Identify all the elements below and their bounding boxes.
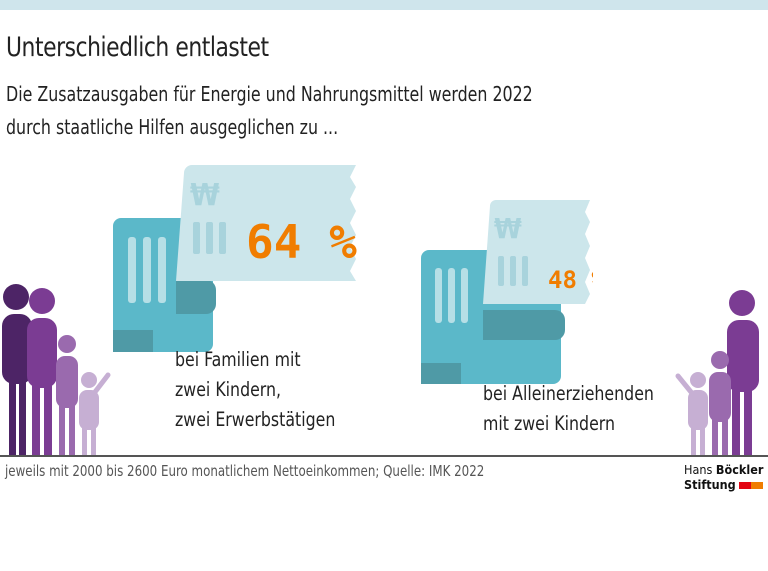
euro-banknote-icon: ₩ 64 %: [113, 165, 357, 352]
percent-value-families: 64 %: [246, 215, 357, 269]
subtitle-line-2: durch staatliche Hilfen ausgeglichen zu …: [6, 115, 339, 139]
source-note: jeweils mit 2000 bis 2600 Euro monatlich…: [5, 462, 485, 480]
family-figures-icon: [2, 284, 111, 455]
logo-text: Böckler: [715, 462, 764, 477]
baseline-divider: [0, 455, 768, 457]
euro-banknote-icon: ₩ 48 %: [421, 200, 593, 384]
caption-line: zwei Erwerbstätigen: [175, 408, 336, 431]
percent-value-single-parents: 48 %: [548, 266, 593, 294]
subtitle-line-1: Die Zusatzausgaben für Energie und Nahru…: [6, 82, 533, 106]
top-accent-bar: [0, 0, 768, 10]
logo-orange-square: [751, 482, 764, 489]
single-parent-figures-icon: [675, 290, 759, 456]
caption-single-parents: bei Alleinerziehenden mit zwei Kindern: [483, 379, 654, 439]
page-title: Unterschiedlich entlastet: [6, 32, 269, 63]
logo-red-square: [739, 482, 752, 489]
caption-line: bei Familien mit: [175, 348, 301, 371]
caption-line: zwei Kindern,: [175, 378, 282, 401]
caption-line: mit zwei Kindern: [483, 412, 615, 435]
svg-text:₩: ₩: [494, 212, 522, 245]
logo-text: Hans: [684, 462, 713, 477]
svg-text:₩: ₩: [190, 178, 220, 213]
caption-line: bei Alleinerziehenden: [483, 382, 654, 405]
caption-families: bei Familien mit zwei Kindern, zwei Erwe…: [175, 345, 335, 435]
hans-boeckler-logo: Hans Böckler Stiftung: [684, 462, 763, 492]
logo-text: Stiftung: [684, 477, 736, 492]
